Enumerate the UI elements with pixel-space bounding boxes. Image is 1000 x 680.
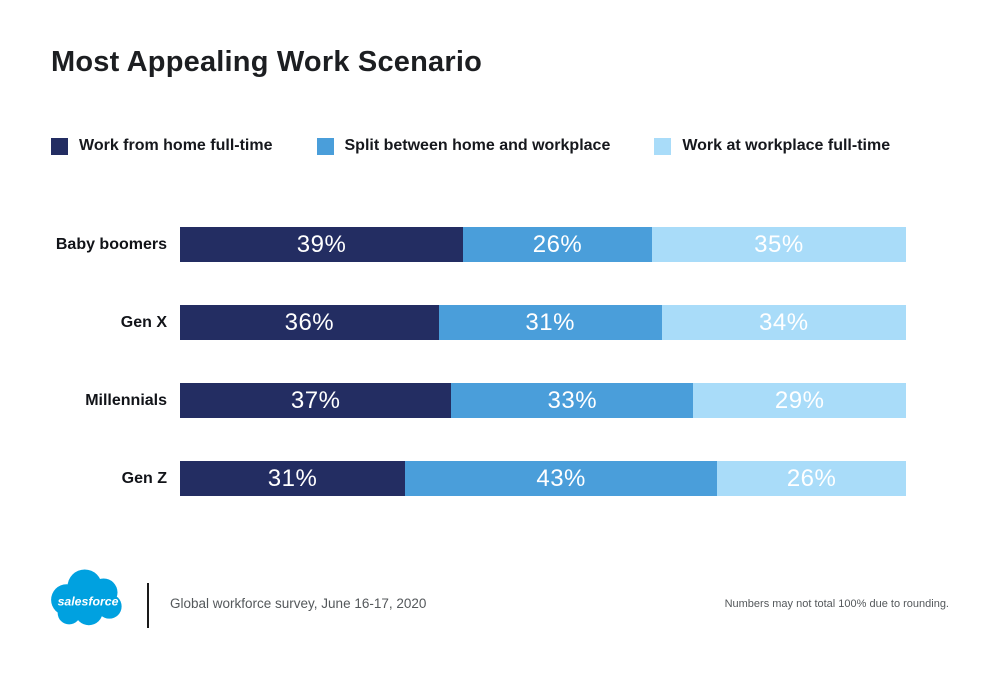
bar-segment: 34% (661, 305, 906, 340)
legend-label: Work from home full-time (79, 137, 273, 154)
legend-swatch-dark-blue (51, 137, 68, 155)
rounding-note: Numbers may not total 100% due to roundi… (724, 598, 949, 610)
category-label: Gen X (120, 313, 167, 331)
legend-item: Work at workplace full-time (654, 137, 890, 155)
bar-segment: 29% (693, 383, 906, 418)
bar-segment: 26% (463, 227, 652, 262)
stacked-bar: 39% 26% 35% (180, 227, 906, 262)
stacked-bar: 37% 33% 29% (180, 383, 906, 418)
legend-item: Split between home and workplace (316, 137, 611, 155)
legend-swatch-light-blue (654, 137, 672, 155)
chart-row: Millennials 37% 33% 29% (51, 383, 906, 418)
cloud-icon (51, 569, 122, 626)
value-label: 33% (547, 386, 598, 414)
page-title: Most Appealing Work Scenario (51, 46, 482, 78)
footer-divider (147, 583, 149, 628)
chart-row: Gen X 36% 31% 34% (51, 305, 906, 340)
value-label: 31% (525, 308, 575, 336)
bar-segment: 33% (451, 383, 694, 418)
category-label: Baby boomers (55, 235, 167, 253)
chart-row: Baby boomers 39% 26% 35% (51, 227, 906, 262)
salesforce-wordmark: salesforce (58, 595, 119, 609)
value-label: 31% (267, 464, 318, 492)
chart-row: Gen Z 31% 43% 26% (51, 461, 906, 496)
legend-label: Work at workplace full-time (682, 137, 891, 154)
value-label: 43% (536, 464, 586, 492)
bar-segment: 36% (180, 305, 439, 340)
stacked-bar: 31% 43% 26% (180, 461, 906, 496)
legend-label: Split between home and workplace (344, 137, 611, 154)
bar-segment: 39% (180, 227, 464, 262)
value-label: 26% (786, 464, 837, 492)
bar-segment: 37% (180, 383, 452, 418)
legend-swatch-medium-blue (316, 137, 334, 155)
category-label: Millennials (85, 391, 167, 409)
legend-item: Work from home full-time (51, 137, 273, 155)
stacked-bar-chart: Baby boomers 39% 26% 35% Gen X 36% 31% 3… (51, 227, 906, 539)
bar-segment: 43% (405, 461, 718, 496)
value-label: 39% (296, 230, 347, 258)
value-label: 37% (290, 386, 341, 414)
value-label: 29% (774, 386, 825, 414)
value-label: 34% (759, 308, 809, 336)
value-label: 26% (532, 230, 583, 258)
legend: Work from home full-time Split between h… (51, 137, 934, 155)
salesforce-logo: salesforce (51, 569, 122, 626)
category-label: Gen Z (121, 469, 167, 487)
stacked-bar: 36% 31% 34% (180, 305, 906, 340)
source-text: Global workforce survey, June 16-17, 202… (170, 596, 427, 611)
bar-segment: 35% (651, 227, 906, 262)
value-label: 36% (284, 308, 335, 336)
bar-segment: 31% (438, 305, 662, 340)
bar-segment: 31% (180, 461, 406, 496)
bar-segment: 26% (717, 461, 906, 496)
value-label: 35% (754, 230, 804, 258)
